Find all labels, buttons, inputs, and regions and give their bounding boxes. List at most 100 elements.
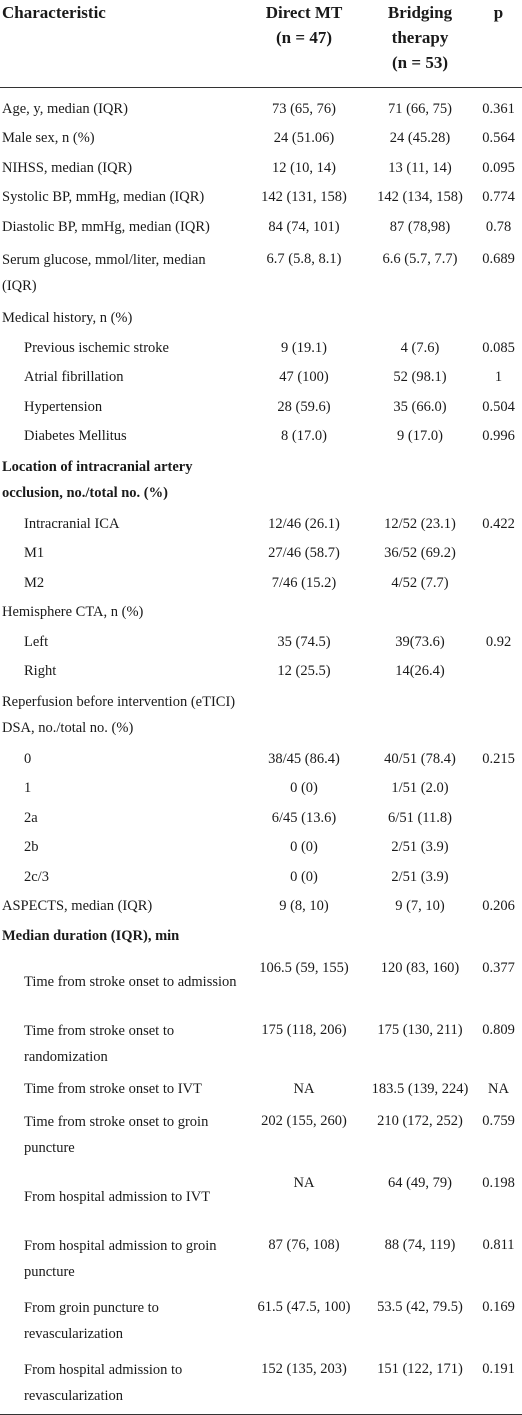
p-value [475, 657, 522, 687]
table-row: From groin puncture to revascularization… [0, 1290, 522, 1352]
p-value: NA [488, 1081, 509, 1098]
table-row: From hospital admission to IVT NA 64 (49… [0, 1166, 522, 1228]
p-value [475, 598, 522, 628]
header-bridging-title-2: therapy [391, 28, 449, 47]
row-label: Left [24, 633, 49, 650]
row-label: Serum glucose, mmol/liter, median (IQR) [2, 251, 206, 294]
direct-mt-value [243, 686, 365, 744]
row-label: Diabetes Mellitus [24, 428, 127, 445]
bridging-value: 2/51 (3.9) [391, 839, 449, 856]
bridging-value [365, 451, 475, 509]
direct-mt-value: 24 (51.06) [273, 130, 335, 147]
direct-mt-value [243, 304, 365, 334]
header-bridging-n: (n = 53) [392, 53, 448, 72]
table-row: Systolic BP, mmHg, median (IQR) 142 (131… [0, 183, 522, 213]
direct-mt-value [243, 921, 365, 951]
p-value: 0.169 [482, 1299, 515, 1315]
direct-mt-value: 28 (59.6) [277, 398, 331, 415]
row-label: 0 [24, 750, 32, 767]
header-row: Characteristic Direct MT (n = 47) Bridgi… [0, 0, 522, 88]
direct-mt-value: 47 (100) [279, 369, 329, 386]
bridging-value: 9 (17.0) [397, 428, 443, 445]
row-label: Age, y, median (IQR) [2, 100, 128, 117]
bridging-value: 24 (45.28) [389, 130, 451, 147]
bridging-value: 53.5 (42, 79.5) [377, 1299, 463, 1315]
table-row: Age, y, median (IQR) 73 (65, 76) 71 (66,… [0, 88, 522, 124]
bridging-value: 87 (78,98) [389, 218, 451, 235]
p-value [475, 774, 522, 804]
direct-mt-value [243, 598, 365, 628]
direct-mt-value: 73 (65, 76) [271, 100, 337, 117]
p-value [475, 921, 522, 951]
p-value: 0.206 [482, 898, 515, 915]
p-value: 0.085 [482, 339, 515, 356]
p-value: 0.361 [482, 100, 515, 117]
row-label: Diastolic BP, mmHg, median (IQR) [2, 218, 210, 235]
direct-mt-value: 7/46 (15.2) [271, 574, 337, 591]
table-row: Male sex, n (%) 24 (51.06) 24 (45.28) 0.… [0, 124, 522, 154]
row-label: Time from stroke onset to randomization [24, 1022, 175, 1065]
bridging-value: 36/52 (69.2) [384, 545, 456, 562]
table-row: Previous ischemic stroke 9 (19.1) 4 (7.6… [0, 333, 522, 363]
table-body: Age, y, median (IQR) 73 (65, 76) 71 (66,… [0, 88, 522, 1415]
p-value [475, 539, 522, 569]
row-label: 1 [24, 780, 32, 797]
bridging-value: 151 (122, 171) [365, 1352, 475, 1415]
direct-mt-value: 12/46 (26.1) [268, 515, 340, 532]
bridging-value: 210 (172, 252) [377, 1113, 463, 1129]
direct-mt-value: NA [293, 1081, 315, 1098]
p-value [475, 304, 522, 334]
direct-mt-value [243, 451, 365, 509]
direct-mt-value: 12 (10, 14) [271, 159, 337, 176]
bridging-value: 39(73.6) [395, 633, 445, 650]
table-row: 1 0 (0) 1/51 (2.0) [0, 774, 522, 804]
p-value: 0.78 [485, 218, 512, 235]
bridging-value: 52 (98.1) [393, 369, 447, 386]
header-bridging-therapy: Bridging therapy (n = 53) [365, 0, 475, 88]
row-label: Male sex, n (%) [2, 130, 95, 147]
table-row: 0 38/45 (86.4) 40/51 (78.4) 0.215 [0, 744, 522, 774]
p-value: 0.774 [482, 189, 515, 206]
direct-mt-value: 38/45 (86.4) [268, 750, 340, 767]
row-label: 2b [24, 839, 39, 856]
bridging-value: 6.6 (5.7, 7.7) [382, 250, 458, 267]
bridging-value: 183.5 (139, 224) [371, 1081, 469, 1098]
p-value: 0.92 [485, 633, 512, 650]
p-value [475, 568, 522, 598]
table-row: Medical history, n (%) [0, 304, 522, 334]
p-value: 0.759 [482, 1113, 515, 1129]
row-label: From hospital admission to IVT [24, 1189, 211, 1205]
bridging-value: 175 (130, 211) [377, 1021, 463, 1038]
direct-mt-value: 175 (118, 206) [261, 1021, 347, 1038]
row-label: Systolic BP, mmHg, median (IQR) [2, 189, 205, 206]
bridging-value: 88 (74, 119) [384, 1237, 456, 1253]
header-characteristic: Characteristic [2, 3, 106, 22]
bridging-value: 12/52 (23.1) [384, 515, 456, 532]
row-label: Right [24, 663, 57, 680]
table-section-row: Median duration (IQR), min [0, 921, 522, 951]
direct-mt-value: NA [293, 1175, 315, 1191]
direct-mt-value: 202 (155, 260) [261, 1113, 347, 1129]
p-value: 0.377 [482, 959, 515, 976]
bridging-value: 64 (49, 79) [387, 1175, 453, 1191]
header-direct-mt: Direct MT (n = 47) [243, 0, 365, 88]
direct-mt-value: 9 (8, 10) [279, 898, 329, 915]
bridging-value: 9 (7, 10) [395, 898, 445, 915]
p-value [475, 803, 522, 833]
direct-mt-value: 8 (17.0) [281, 428, 327, 445]
table-row: M2 7/46 (15.2) 4/52 (7.7) [0, 568, 522, 598]
table-row: Diabetes Mellitus 8 (17.0) 9 (17.0) 0.99… [0, 422, 522, 452]
row-label: Time from stroke onset to IVT [24, 1081, 202, 1098]
bridging-value: 120 (83, 160) [380, 959, 460, 976]
row-label: Atrial fibrillation [24, 369, 124, 386]
p-value: 0.198 [482, 1175, 515, 1191]
bridging-value: 13 (11, 14) [388, 159, 452, 176]
row-label: Hypertension [24, 398, 103, 415]
header-p-value: p [493, 3, 504, 22]
row-label: M1 [24, 545, 45, 562]
row-label: Medical history, n (%) [2, 310, 133, 327]
p-value [475, 451, 522, 509]
bridging-value [365, 598, 475, 628]
